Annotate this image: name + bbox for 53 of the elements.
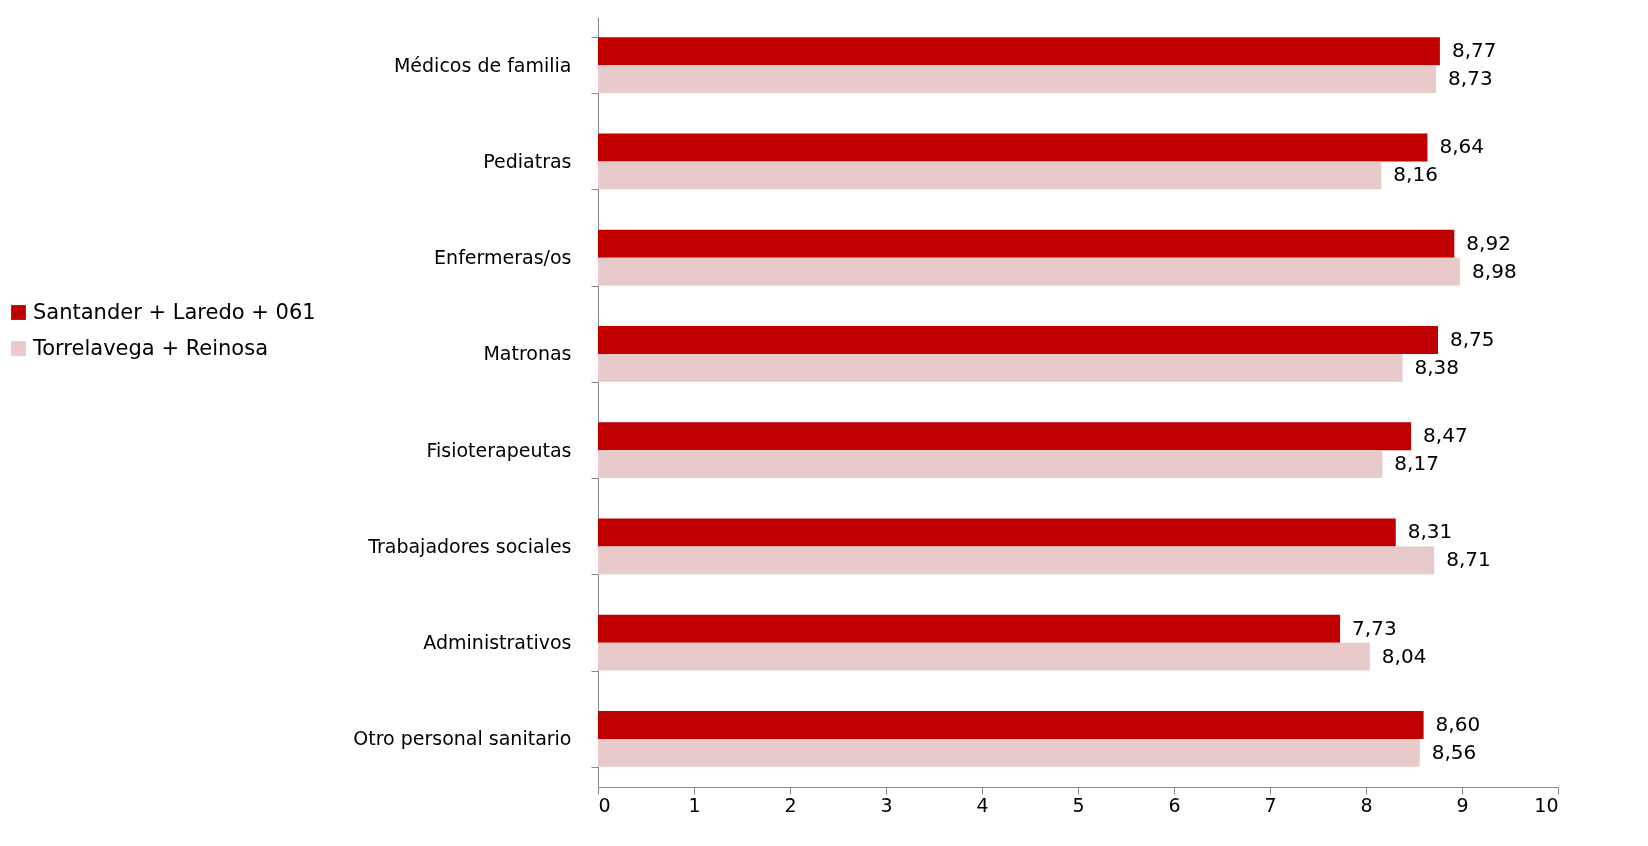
data-label: 8,73	[1448, 66, 1493, 91]
bar	[598, 229, 1455, 258]
x-tick-label: 9	[1456, 793, 1469, 816]
x-tick-label: 7	[1264, 793, 1277, 816]
legend-label: Torrelavega + Reinosa	[32, 335, 269, 360]
legend-label: Santander + Laredo + 061	[33, 299, 316, 324]
bar	[598, 422, 1412, 451]
bar	[598, 642, 1370, 671]
data-label: 8,04	[1381, 643, 1427, 668]
data-label: 8,38	[1414, 354, 1460, 379]
x-tick-label: 1	[688, 793, 701, 816]
x-tick-label: 0	[598, 793, 611, 816]
bar	[598, 325, 1438, 354]
x-tick-label: 6	[1168, 793, 1181, 816]
bar	[598, 353, 1403, 382]
x-tick-label: 2	[784, 793, 797, 816]
data-label: 8,17	[1394, 451, 1439, 476]
y-tick-label: Médicos de familia	[393, 53, 572, 76]
bar	[598, 518, 1396, 547]
data-label: 7,73	[1352, 615, 1397, 640]
bar	[598, 37, 1440, 66]
data-label: 8,98	[1472, 258, 1517, 283]
data-label: 8,16	[1393, 162, 1438, 187]
bar	[598, 161, 1382, 190]
x-tick-label: 5	[1072, 793, 1085, 816]
y-tick-label: Pediatras	[483, 149, 572, 172]
bar	[598, 738, 1420, 767]
x-tick-label: 4	[976, 793, 989, 816]
x-tick-label: 8	[1360, 793, 1373, 816]
y-tick-label: Administrativos	[423, 631, 572, 654]
data-label: 8,64	[1439, 134, 1484, 159]
y-tick-label: Otro personal sanitario	[353, 727, 572, 750]
bar	[598, 450, 1383, 479]
bar	[598, 614, 1341, 643]
data-label: 8,71	[1446, 547, 1491, 572]
data-label: 8,60	[1435, 711, 1481, 736]
data-label: 8,77	[1451, 38, 1497, 63]
y-tick-label: Matronas	[483, 342, 572, 365]
bar	[598, 710, 1424, 739]
bar	[598, 133, 1428, 162]
x-tick-label: 10	[1534, 793, 1559, 816]
y-tick-label: Trabajadores sociales	[367, 534, 572, 557]
bar	[598, 546, 1435, 575]
y-tick-label: Fisioterapeutas	[426, 438, 572, 461]
data-label: 8,92	[1466, 230, 1511, 255]
data-label: 8,47	[1423, 423, 1468, 448]
data-label: 8,56	[1431, 739, 1477, 764]
x-tick-label: 3	[880, 793, 893, 816]
bar	[598, 65, 1437, 94]
data-label: 8,75	[1450, 326, 1495, 351]
data-label: 8,31	[1407, 519, 1453, 544]
y-tick-label: Enfermeras/os	[434, 246, 572, 269]
bar	[598, 257, 1461, 286]
